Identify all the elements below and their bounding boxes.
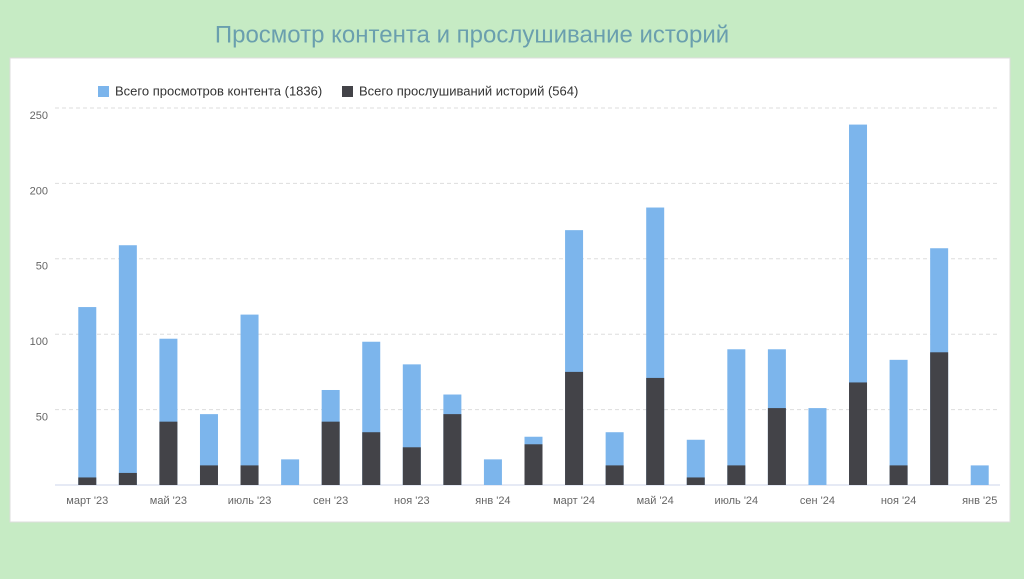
bar [240,465,259,485]
bar [199,465,218,485]
bar [686,439,705,485]
x-tick-label: янв '24 [475,495,510,507]
bar [565,371,584,485]
bar [727,349,746,485]
y-tick-label: 50 [36,261,48,273]
bar [767,408,786,485]
x-tick-label: март '24 [553,495,595,507]
y-tick-label: 100 [30,336,48,348]
legend-label: Всего прослушиваний историй (564) [359,83,578,98]
bar [930,352,949,485]
y-tick-label: 250 [30,110,48,122]
bar [889,359,908,485]
bar [808,408,827,485]
legend-swatch [342,86,353,97]
x-tick-label: ноя '24 [881,495,917,507]
bar [78,477,97,485]
bar [362,432,381,485]
bar [118,245,137,485]
chart-title: Просмотр контента и прослушивание истори… [215,21,729,48]
legend-swatch [98,86,109,97]
bar [443,414,462,485]
x-tick-label: май '24 [637,495,674,507]
bar [402,447,421,485]
bar [849,382,868,485]
legend-label: Всего просмотров контента (1836) [115,83,322,98]
y-tick-label: 50 [36,412,48,424]
x-tick-label: июль '23 [228,495,272,507]
x-tick-label: май '23 [150,495,187,507]
x-tick-label: июль '24 [714,495,758,507]
bar [605,465,624,485]
x-tick-label: сен '24 [800,495,835,507]
bar [970,465,989,485]
x-tick-label: март '23 [66,495,108,507]
bar [727,465,746,485]
x-tick-label: ноя '23 [394,495,430,507]
x-tick-label: янв '25 [962,495,997,507]
y-tick-label: 200 [30,185,48,197]
bar [321,421,340,485]
bar [281,459,300,485]
x-tick-label: сен '23 [313,495,348,507]
bar [240,314,259,485]
bar [889,465,908,485]
bar [483,459,502,485]
bar [118,472,137,485]
bar [78,307,97,485]
bar [646,377,665,485]
bar [686,477,705,485]
bar [159,421,178,485]
bar [524,444,543,485]
